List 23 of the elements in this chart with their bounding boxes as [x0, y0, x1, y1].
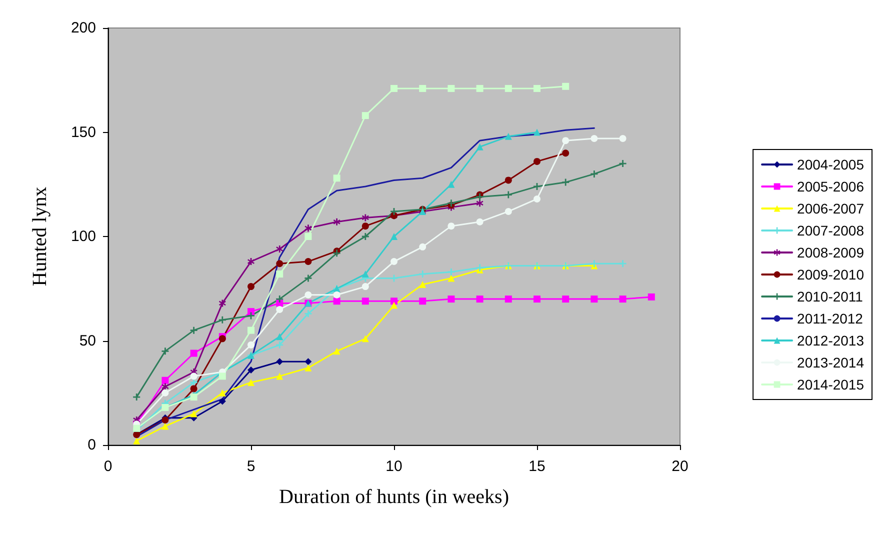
- legend-label: 2014-2015: [797, 376, 864, 392]
- x-tick-label: 10: [386, 458, 402, 475]
- y-tick-label: 200: [70, 20, 96, 36]
- x-tick-label: 0: [104, 458, 112, 475]
- y-tick-label: 100: [70, 228, 96, 245]
- legend-label: 2009-2010: [797, 266, 864, 282]
- x-tick-label: 5: [246, 458, 256, 475]
- legend-label: 2006-2007: [797, 200, 864, 216]
- y-axis-title: Hunted lynx: [29, 186, 51, 286]
- x-axis-title: Duration of hunts (in weeks): [279, 486, 509, 508]
- legend-label: 2012-2013: [797, 332, 864, 348]
- legend-label: 2007-2008: [797, 222, 864, 238]
- legend-label: 2005-2006: [797, 178, 864, 194]
- y-tick-label: 150: [70, 124, 96, 141]
- y-tick-label: 0: [88, 436, 96, 454]
- legend-label: 2013-2014: [797, 354, 864, 370]
- x-tick-label: 20: [672, 458, 688, 475]
- legend-label: 2004-2005: [797, 156, 864, 172]
- legend-label: 2011-2012: [797, 310, 864, 326]
- x-tick-label: 15: [528, 458, 546, 475]
- y-tick-label: 50: [79, 332, 96, 350]
- legend-label: 2010-2011: [797, 288, 864, 304]
- legend-label: 2008-2009: [797, 244, 864, 260]
